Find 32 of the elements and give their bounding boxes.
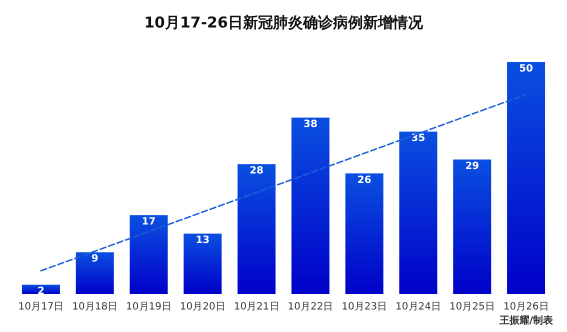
x-tick-label: 10月18日 [72, 302, 118, 312]
data-label: 26 [357, 174, 372, 186]
data-label: 38 [303, 119, 318, 130]
bar [507, 62, 546, 294]
bar [291, 118, 330, 294]
data-label: 13 [196, 235, 210, 246]
x-tick-label: 10月23日 [342, 302, 388, 312]
data-label: 50 [519, 64, 534, 74]
data-label: 35 [411, 133, 426, 144]
data-label: 29 [465, 160, 480, 172]
bar [399, 132, 438, 294]
bar [22, 284, 60, 294]
bar [238, 164, 276, 294]
bar [184, 234, 222, 294]
bar [453, 159, 492, 294]
data-label: 28 [250, 166, 264, 177]
x-tick-label: 10月24日 [396, 302, 441, 312]
data-label: 2 [37, 286, 44, 298]
chart-title: 10月17-26日新冠肺炎确诊病例新增情况 [144, 14, 424, 32]
data-label: 17 [142, 216, 156, 228]
bar [130, 215, 168, 294]
text: 王振耀/制表 [498, 314, 554, 326]
x-tick-label: 10月20日 [180, 302, 226, 312]
x-tick-label: 10月17日 [18, 302, 64, 312]
bar [345, 173, 384, 294]
x-tick-label: 10月22日 [288, 302, 334, 312]
data-label: 9 [91, 254, 98, 265]
x-tick-label: 10月25日 [449, 302, 495, 312]
x-tick-label: 10月19日 [126, 302, 172, 312]
x-tick-label: 10月21日 [234, 302, 280, 312]
x-tick-label: 10月26日 [503, 302, 549, 312]
bar [76, 252, 114, 294]
